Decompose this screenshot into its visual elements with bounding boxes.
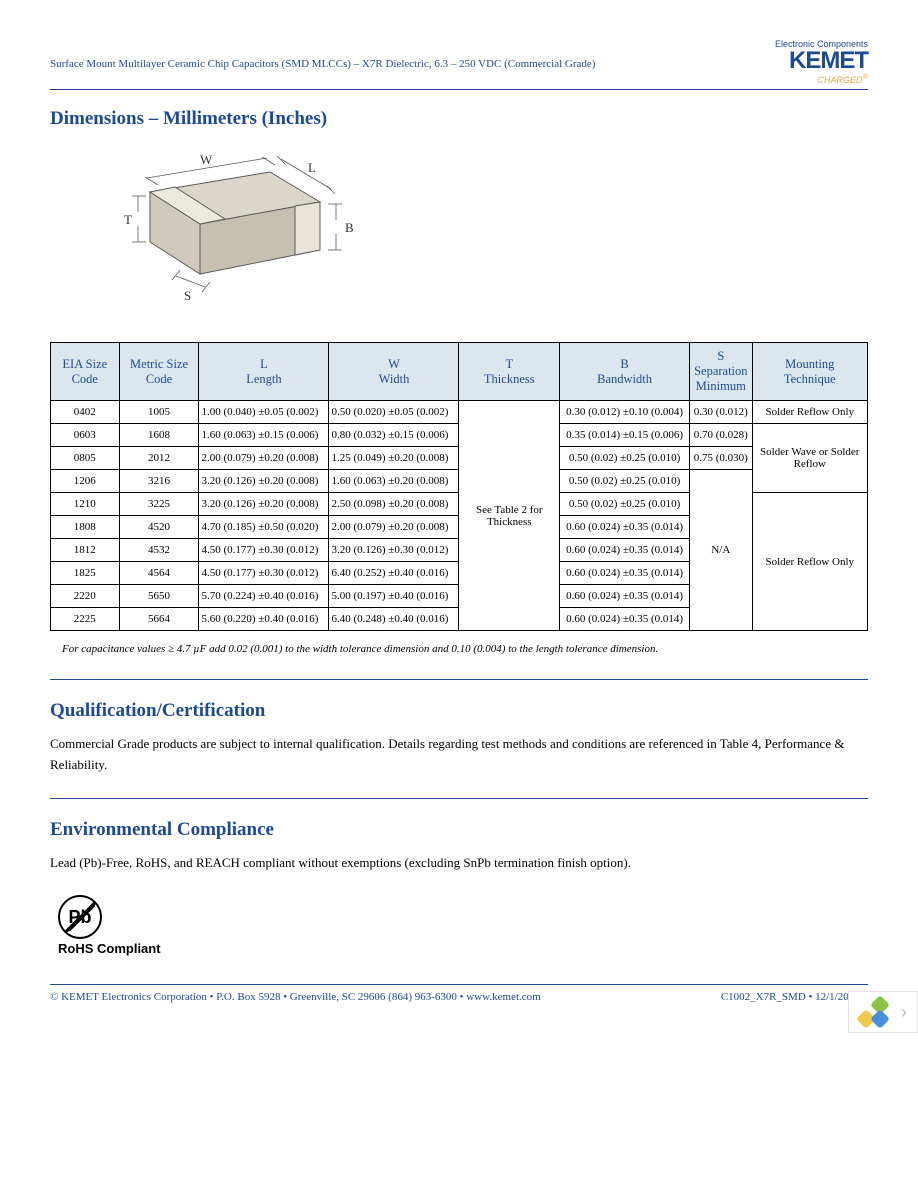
table-cell: 0603 [51, 424, 120, 447]
divider [50, 679, 868, 680]
col-separation: SSeparationMinimum [690, 343, 752, 401]
table-cell: 3216 [119, 470, 199, 493]
table-cell: 2012 [119, 447, 199, 470]
col-bandwidth: BBandwidth [560, 343, 690, 401]
table-cell: 3225 [119, 493, 199, 516]
table-cell: 0.30 (0.012) ±0.10 (0.004) [560, 401, 690, 424]
page-footer: © KEMET Electronics Corporation • P.O. B… [50, 984, 868, 1003]
rohs-compliant-badge: Pb RoHS Compliant [58, 895, 868, 956]
table-cell: 0.50 (0.02) ±0.25 (0.010) [560, 493, 690, 516]
table-cell: 1.60 (0.063) ±0.20 (0.008) [329, 470, 459, 493]
rohs-label: RoHS Compliant [58, 941, 161, 956]
table-cell: 5.70 (0.224) ±0.40 (0.016) [199, 585, 329, 608]
table-cell: 0.75 (0.030) [690, 447, 752, 470]
env-compliance-body: Lead (Pb)-Free, RoHS, and REACH complian… [50, 853, 868, 874]
dimensions-table: EIA Size Code Metric Size Code LLength W… [50, 342, 868, 631]
widget-logo-icon [859, 998, 887, 1026]
table-cell: 4520 [119, 516, 199, 539]
dim-label-l: L [308, 160, 316, 175]
table-cell: 4564 [119, 562, 199, 585]
col-thickness: TThickness [459, 343, 560, 401]
table-cell: See Table 2 for Thickness [459, 401, 560, 631]
viewer-widget[interactable]: › [848, 991, 918, 1033]
table-cell: 0.80 (0.032) ±0.15 (0.006) [329, 424, 459, 447]
document-title: Surface Mount Multilayer Ceramic Chip Ca… [50, 40, 595, 70]
table-cell: 0.30 (0.012) [690, 401, 752, 424]
table-cell: 0.60 (0.024) ±0.35 (0.014) [560, 516, 690, 539]
logo-tagline-bottom: CHARGED® [775, 73, 868, 85]
page-header: Surface Mount Multilayer Ceramic Chip Ca… [50, 40, 868, 90]
table-cell: 4532 [119, 539, 199, 562]
logo-brand: KEMET [775, 49, 868, 73]
col-mounting: MountingTechnique [752, 343, 867, 401]
table-cell: 0.70 (0.028) [690, 424, 752, 447]
table-cell: 0.60 (0.024) ±0.35 (0.014) [560, 608, 690, 631]
table-cell: 0.35 (0.014) ±0.15 (0.006) [560, 424, 690, 447]
table-cell: 0.60 (0.024) ±0.35 (0.014) [560, 562, 690, 585]
table-cell: 4.50 (0.177) ±0.30 (0.012) [199, 562, 329, 585]
pb-free-icon: Pb [58, 895, 102, 939]
table-cell: 1825 [51, 562, 120, 585]
table-cell: 5.00 (0.197) ±0.40 (0.016) [329, 585, 459, 608]
table-cell: 1808 [51, 516, 120, 539]
table-cell: 2.00 (0.079) ±0.20 (0.008) [199, 447, 329, 470]
table-cell: 0.50 (0.02) ±0.25 (0.010) [560, 447, 690, 470]
table-cell: 5664 [119, 608, 199, 631]
table-cell: N/A [690, 470, 752, 631]
dim-label-w: W [200, 152, 213, 167]
table-cell: 0805 [51, 447, 120, 470]
dim-label-s: S [184, 288, 191, 303]
table-cell: Solder Reflow Only [752, 401, 867, 424]
pb-text: Pb [68, 907, 91, 928]
qualification-body: Commercial Grade products are subject to… [50, 734, 868, 776]
table-cell: 1812 [51, 539, 120, 562]
table-cell: 4.70 (0.185) ±0.50 (0.020) [199, 516, 329, 539]
table-cell: 3.20 (0.126) ±0.20 (0.008) [199, 493, 329, 516]
table-cell: 2225 [51, 608, 120, 631]
table-cell: 0.60 (0.024) ±0.35 (0.014) [560, 539, 690, 562]
table-cell: 0.50 (0.02) ±0.25 (0.010) [560, 470, 690, 493]
table-cell: 0.50 (0.020) ±0.05 (0.002) [329, 401, 459, 424]
table-cell: 0402 [51, 401, 120, 424]
footer-right: C1002_X7R_SMD • 12/1/2014 2 [721, 991, 868, 1003]
chevron-right-icon[interactable]: › [901, 1002, 907, 1023]
divider [50, 798, 868, 799]
table-cell: Solder Reflow Only [752, 493, 867, 631]
table-cell: 5650 [119, 585, 199, 608]
table-cell: 6.40 (0.252) ±0.40 (0.016) [329, 562, 459, 585]
table-cell: 3.20 (0.126) ±0.20 (0.008) [199, 470, 329, 493]
footer-left: © KEMET Electronics Corporation • P.O. B… [50, 991, 541, 1003]
dimensions-heading: Dimensions – Millimeters (Inches) [50, 108, 868, 130]
table-cell: 1210 [51, 493, 120, 516]
table-cell: 6.40 (0.248) ±0.40 (0.016) [329, 608, 459, 631]
table-cell: 2.50 (0.098) ±0.20 (0.008) [329, 493, 459, 516]
env-compliance-heading: Environmental Compliance [50, 819, 868, 841]
col-length: LLength [199, 343, 329, 401]
table-cell: 0.60 (0.024) ±0.35 (0.014) [560, 585, 690, 608]
table-cell: 1206 [51, 470, 120, 493]
col-metric: Metric Size Code [119, 343, 199, 401]
table-cell: 1.00 (0.040) ±0.05 (0.002) [199, 401, 329, 424]
col-width: WWidth [329, 343, 459, 401]
table-cell: 2220 [51, 585, 120, 608]
table-cell: 1608 [119, 424, 199, 447]
table-cell: Solder Wave or Solder Reflow [752, 424, 867, 493]
kemet-logo: Electronic Components KEMET CHARGED® [775, 40, 868, 85]
table-footnote: For capacitance values ≥ 4.7 µF add 0.02… [50, 639, 868, 673]
chip-dimension-diagram: W L B T S [80, 142, 868, 322]
table-cell: 5.60 (0.220) ±0.40 (0.016) [199, 608, 329, 631]
table-row: 040210051.00 (0.040) ±0.05 (0.002)0.50 (… [51, 401, 868, 424]
col-eia: EIA Size Code [51, 343, 120, 401]
table-cell: 1.60 (0.063) ±0.15 (0.006) [199, 424, 329, 447]
dim-label-b: B [345, 220, 354, 235]
dim-label-t: T [124, 212, 132, 227]
table-cell: 4.50 (0.177) ±0.30 (0.012) [199, 539, 329, 562]
table-cell: 3.20 (0.126) ±0.30 (0.012) [329, 539, 459, 562]
qualification-heading: Qualification/Certification [50, 700, 868, 722]
table-cell: 1005 [119, 401, 199, 424]
table-cell: 2.00 (0.079) ±0.20 (0.008) [329, 516, 459, 539]
table-cell: 1.25 (0.049) ±0.20 (0.008) [329, 447, 459, 470]
